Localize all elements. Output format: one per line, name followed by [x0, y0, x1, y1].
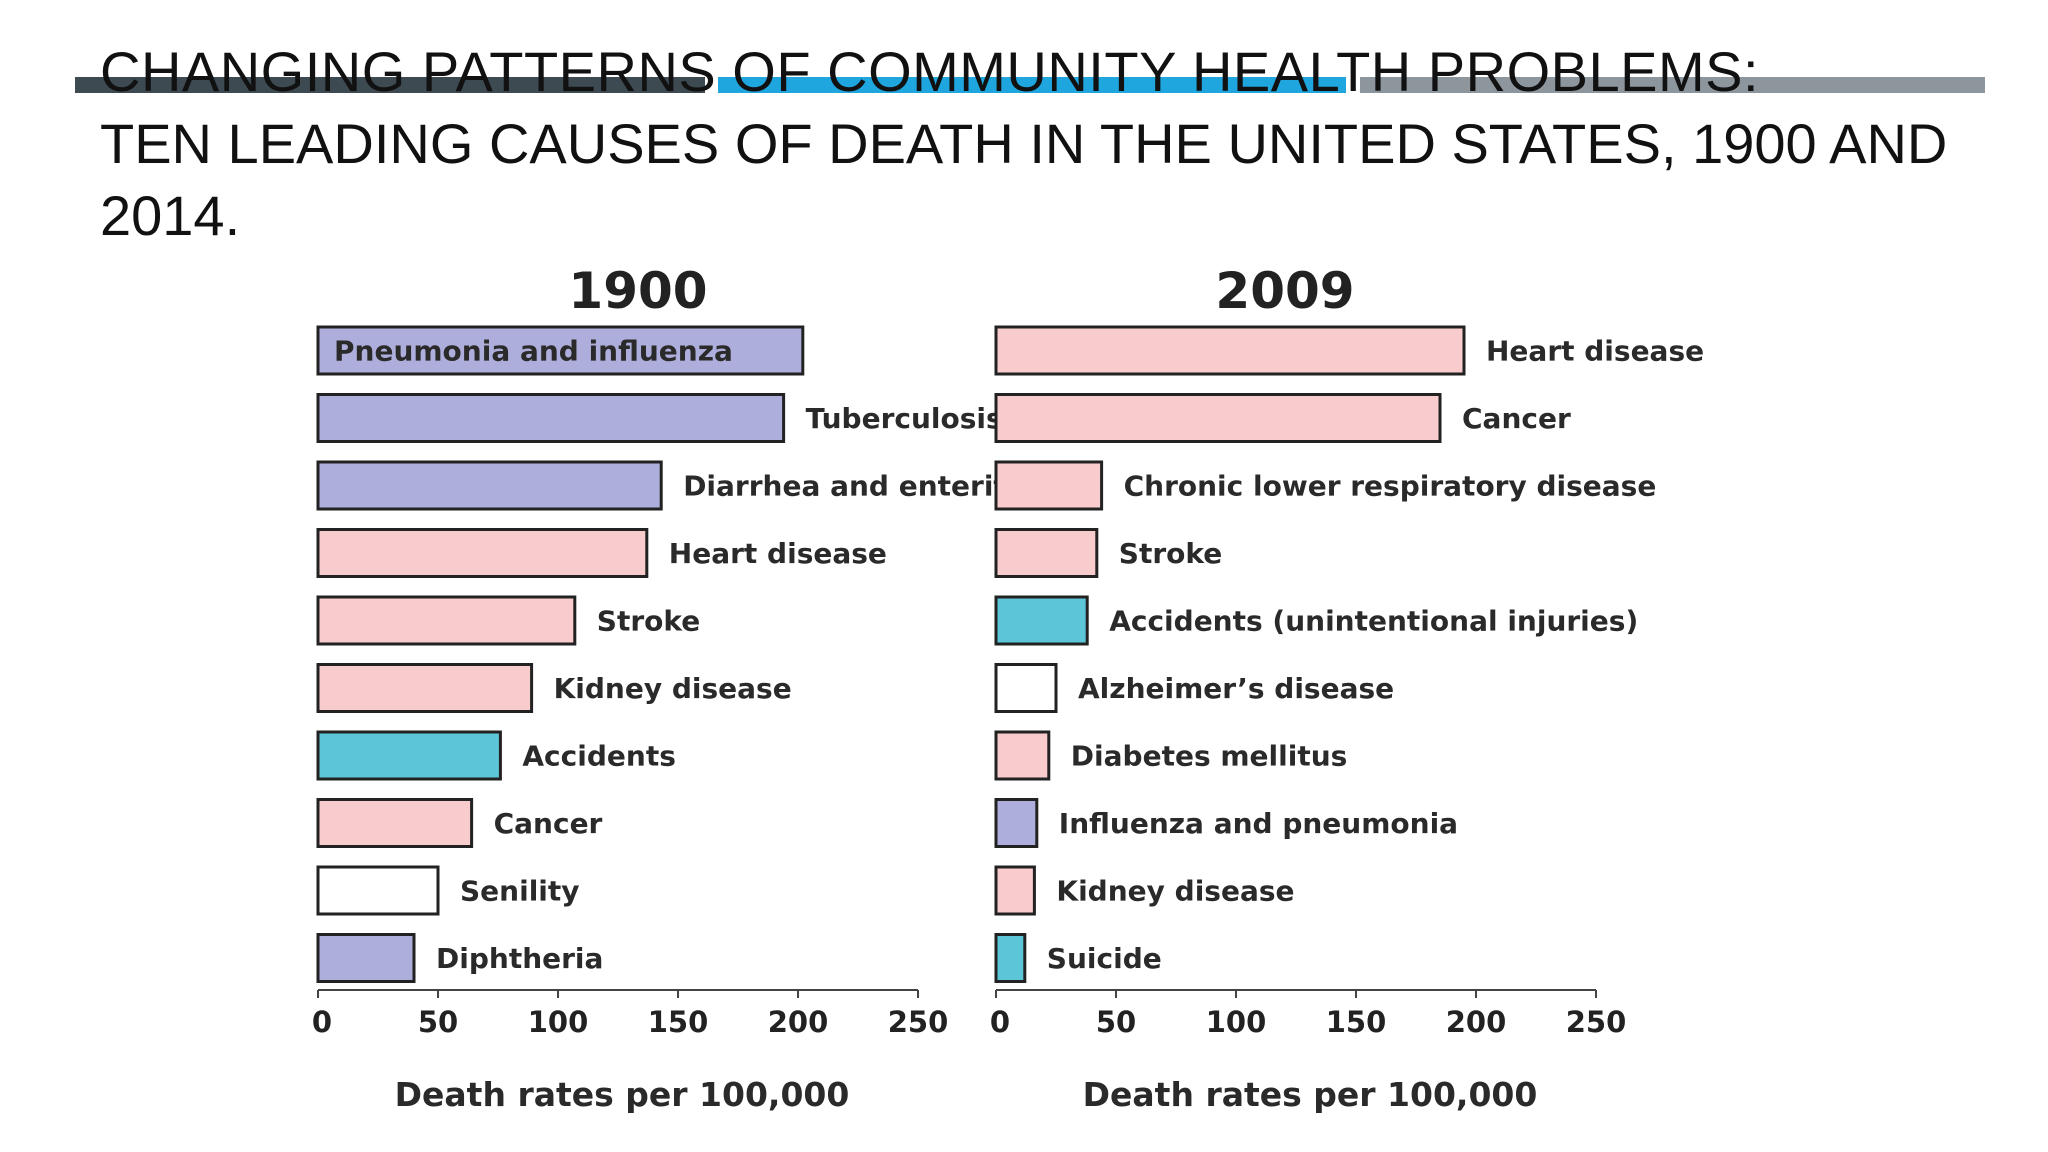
panel-2009-label-cancer: Cancer — [1462, 402, 1571, 435]
panel-1900-bar-kidney-disease — [316, 663, 534, 713]
panel-1900-bar-pneumonia-and-influenza — [316, 325, 805, 376]
panel-1900-label-diarrhea-and-enteritis: Diarrhea and enteritis — [683, 470, 1033, 503]
panel-2009-bar-stroke — [994, 528, 1099, 578]
panel-1900-label-pneumonia-and-influenza: Pneumonia and influenza — [334, 335, 733, 368]
title-accent-blue — [718, 77, 1346, 93]
panel-2009-x-axis-title: Death rates per 100,000 — [1083, 1075, 1538, 1114]
panel-2009-bar-diabetes-mellitus — [994, 730, 1051, 781]
panel-1900-bar-cancer — [316, 798, 474, 848]
panel-2009-tick-label-150: 150 — [1326, 1005, 1387, 1039]
panel-1900-label-accidents: Accidents — [522, 740, 675, 773]
panel-2009-label-accidents-unintentional-injuries: Accidents (unintentional injuries) — [1109, 605, 1638, 638]
panel-2009-tick-label-50: 50 — [1096, 1005, 1136, 1039]
panel-2009-label-alzheimer-s-disease: Alzheimer’s disease — [1078, 672, 1394, 705]
panel-2009-label-heart-disease: Heart disease — [1486, 335, 1704, 368]
panel-1900-bar-diarrhea-and-enteritis — [316, 460, 663, 511]
panel-1900-bar-heart-disease — [316, 528, 649, 578]
panel-2009-bar-influenza-and-pneumonia — [994, 798, 1039, 848]
panel-2009-bar-chronic-lower-respiratory-disease — [994, 460, 1104, 511]
panel-2009-tick-label-100: 100 — [1206, 1005, 1267, 1039]
panel-2009-bar-cancer — [994, 393, 1442, 443]
slide-title: CHANGING PATTERNS OF COMMUNITY HEALTH PR… — [100, 36, 1980, 252]
panel-2009-tick-label-250: 250 — [1566, 1005, 1627, 1039]
panel-2009-title: 2009 — [1215, 262, 1354, 320]
panel-2009-label-kidney-disease: Kidney disease — [1056, 875, 1294, 908]
panel-2009-tick-label-200: 200 — [1446, 1005, 1507, 1039]
title-accent-gray — [1360, 77, 1985, 93]
panel-2009-bar-heart-disease — [994, 325, 1466, 376]
panel-1900-bar-stroke — [316, 595, 577, 646]
panel-2009-bar-suicide — [994, 933, 1027, 983]
panel-2009-label-diabetes-mellitus: Diabetes mellitus — [1071, 740, 1348, 773]
panel-2009-label-suicide: Suicide — [1047, 942, 1162, 975]
panel-2009-label-influenza-and-pneumonia: Influenza and pneumonia — [1059, 807, 1458, 840]
panel-1900-label-senility: Senility — [460, 875, 580, 908]
panel-1900-label-diphtheria: Diphtheria — [436, 942, 603, 975]
panel-2009-bar-accidents-unintentional-injuries — [994, 595, 1089, 646]
panel-1900-label-cancer: Cancer — [494, 807, 603, 840]
panel-1900-x-axis-title: Death rates per 100,000 — [395, 1075, 850, 1114]
panel-2009-label-chronic-lower-respiratory-disease: Chronic lower respiratory disease — [1124, 470, 1657, 503]
title-line-1: CHANGING PATTERNS OF COMMUNITY HEALTH PR… — [100, 40, 1760, 103]
panel-1900-label-heart-disease: Heart disease — [669, 537, 887, 570]
title-accent-dark — [75, 77, 705, 93]
panel-1900-tick-label-100: 100 — [528, 1005, 589, 1039]
panel-1900-bar-tuberculosis — [316, 393, 786, 443]
panel-1900-tick-label-150: 150 — [648, 1005, 709, 1039]
panel-1900-bar-diphtheria — [316, 933, 416, 983]
panel-1900-bar-accidents — [316, 730, 502, 781]
panel-2009-bar-alzheimer-s-disease — [994, 663, 1058, 713]
panel-1900-title: 1900 — [568, 262, 707, 320]
title-line-2: TEN LEADING CAUSES OF DEATH IN THE UNITE… — [100, 112, 1948, 247]
panel-1900-tick-label-250: 250 — [888, 1005, 949, 1039]
panel-1900-label-kidney-disease: Kidney disease — [554, 672, 792, 705]
panel-2009-bar-kidney-disease — [994, 865, 1036, 916]
panel-1900-tick-label-0: 0 — [312, 1005, 332, 1039]
panel-2009-label-stroke: Stroke — [1119, 537, 1222, 570]
panel-2009-tick-label-0: 0 — [990, 1005, 1010, 1039]
panel-1900-tick-label-50: 50 — [418, 1005, 458, 1039]
panel-1900-label-stroke: Stroke — [597, 605, 700, 638]
panel-1900-label-tuberculosis: Tuberculosis — [806, 402, 1003, 435]
panel-1900-tick-label-200: 200 — [768, 1005, 829, 1039]
panel-1900-bar-senility — [316, 865, 440, 916]
